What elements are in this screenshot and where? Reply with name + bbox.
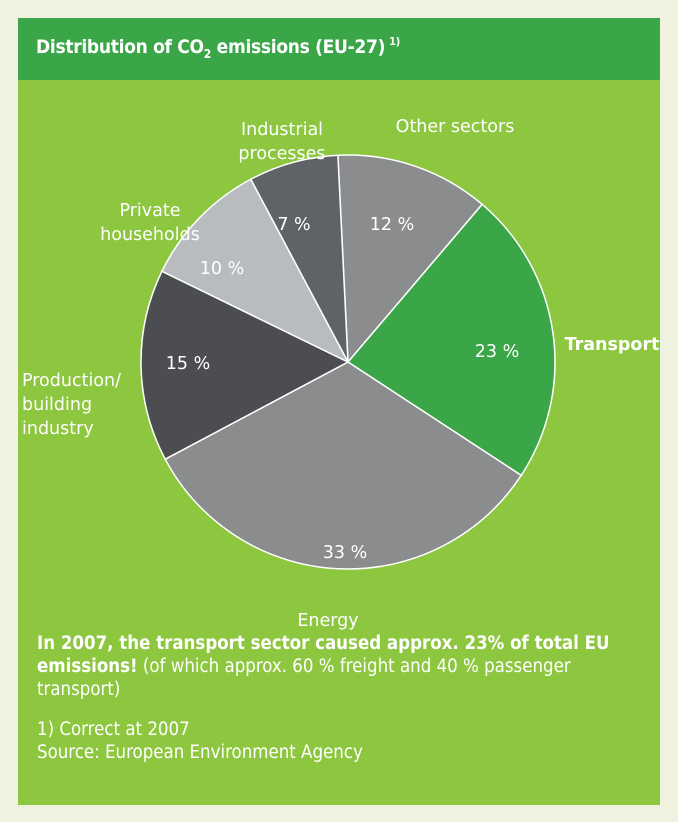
pie-slice (160, 178, 350, 364)
title-footnote-mark: 1) (389, 35, 400, 48)
title-subscript: 2 (203, 47, 212, 61)
title-text: Distribution of CO (36, 36, 204, 58)
category-label: Transport (565, 335, 660, 355)
note-text: (of which approx. 60 % freight and 40 % … (37, 656, 571, 700)
category-label: Other sectors (396, 117, 515, 137)
header: Distribution of CO2 emissions (EU-27) 1) (18, 18, 660, 80)
value-label: 7 % (277, 215, 310, 235)
footnote: 1) Correct at 2007 (37, 719, 190, 740)
infographic: Distribution of CO2 emissions (EU-27) 1) … (18, 18, 660, 805)
chart: 12 % Other sectors 23 % Transport 33 % Energy… (22, 117, 660, 631)
value-label: 10 % (200, 259, 244, 279)
pie-slice (140, 270, 350, 461)
pie-slice (164, 361, 523, 570)
category-label: Energy (297, 611, 358, 631)
category-label: Industrial processes (238, 120, 325, 164)
title-text: emissions (EU-27) (211, 36, 386, 58)
source: Source: European Environment Agency (37, 742, 363, 763)
note-bold: In 2007, the transport sector caused app… (37, 633, 610, 677)
value-label: 33 % (323, 543, 367, 563)
pie-slice (346, 203, 556, 477)
pie-slice (337, 154, 484, 364)
category-label: Production/building industry (22, 371, 121, 439)
chart-title: Distribution of CO2 emissions (EU-27) 1) (36, 35, 400, 61)
value-label: 15 % (166, 354, 210, 374)
value-label: 23 % (475, 342, 519, 362)
value-label: 12 % (370, 215, 414, 235)
note: In 2007, the transport sector caused app… (37, 632, 647, 701)
category-label: Private households (100, 201, 200, 245)
pie-slice (249, 154, 349, 363)
